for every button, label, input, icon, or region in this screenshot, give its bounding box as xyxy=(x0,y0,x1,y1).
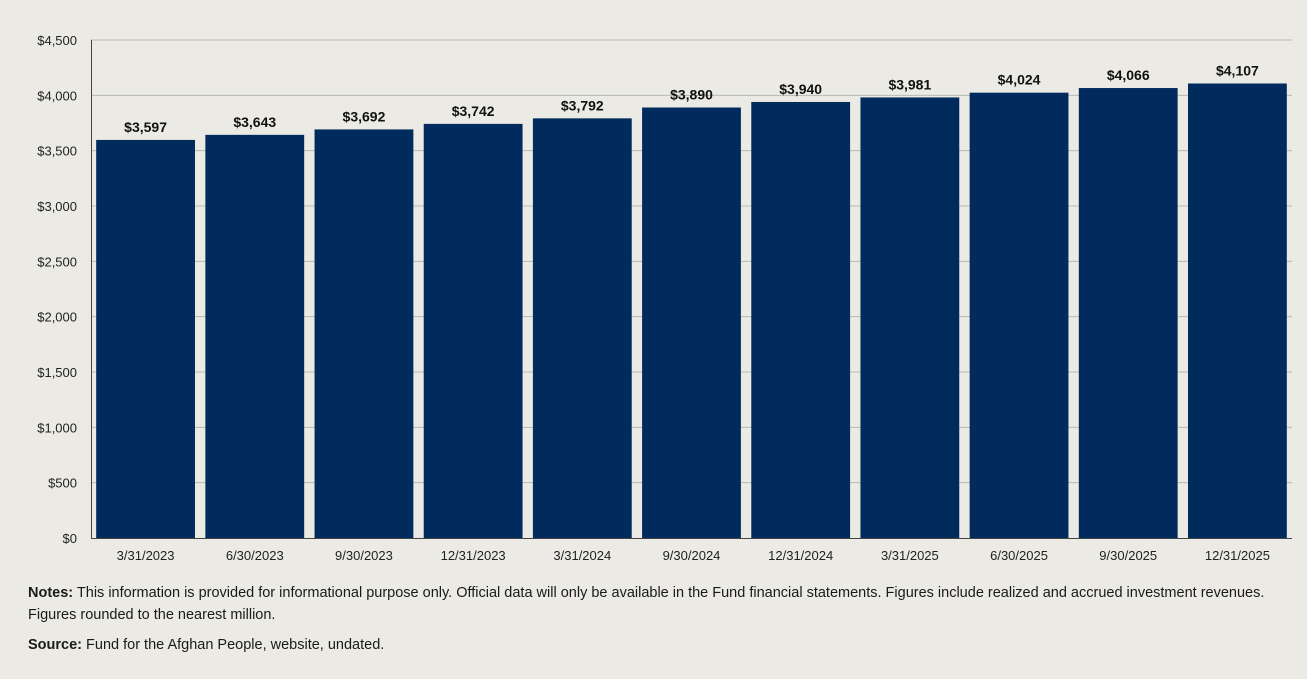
x-tick-label: 9/30/2023 xyxy=(335,548,393,563)
y-tick-label: $3,000 xyxy=(37,199,77,214)
x-axis-ticks: 3/31/2023 6/30/2023 9/30/2023 12/31/2023 3/3… xyxy=(117,548,1270,563)
x-tick-label: 3/31/2023 xyxy=(117,548,175,563)
source-text: Fund for the Afghan People, website, und… xyxy=(82,637,385,653)
y-tick-label: $1,000 xyxy=(37,420,77,435)
bar xyxy=(751,101,851,539)
source-paragraph: Source: Fund for the Afghan People, webs… xyxy=(28,634,1278,656)
data-label: $3,643 xyxy=(233,114,276,130)
y-tick-label: $1,500 xyxy=(37,365,77,380)
bar xyxy=(1078,88,1178,539)
data-label: $3,597 xyxy=(124,119,167,135)
y-tick-label: $2,000 xyxy=(37,310,77,325)
x-tick-label: 9/30/2024 xyxy=(663,548,721,563)
data-label: $3,981 xyxy=(888,76,931,92)
bar xyxy=(532,118,632,539)
data-label: $4,107 xyxy=(1216,62,1259,78)
bar xyxy=(96,139,195,538)
bar xyxy=(205,134,305,538)
y-tick-label: $4,500 xyxy=(37,33,77,48)
y-tick-label: $2,500 xyxy=(37,254,77,269)
data-label: $3,890 xyxy=(670,87,713,103)
y-axis-ticks: $0 $500 $1,000 $1,500 $2,000 $2,500 $3,000 $3,5… xyxy=(37,33,77,546)
data-label: $3,792 xyxy=(561,97,604,113)
x-tick-label: 6/30/2023 xyxy=(226,548,284,563)
x-tick-label: 3/31/2025 xyxy=(881,548,939,563)
y-tick-label: $0 xyxy=(63,531,77,546)
bar xyxy=(642,107,741,539)
bar xyxy=(860,97,960,538)
source-label: Source: xyxy=(28,637,82,653)
y-tick-label: $500 xyxy=(48,476,77,491)
y-tick-label: $4,000 xyxy=(37,88,77,103)
data-label: $3,940 xyxy=(779,81,822,97)
bars xyxy=(96,83,1287,539)
x-tick-label: 9/30/2025 xyxy=(1099,548,1157,563)
data-label: $3,692 xyxy=(343,108,386,124)
bar xyxy=(1188,83,1287,538)
notes-paragraph: Notes: This information is provided for … xyxy=(28,582,1278,626)
x-tick-label: 3/31/2024 xyxy=(553,548,611,563)
y-tick-label: $3,500 xyxy=(37,144,77,159)
chart-notes: Notes: This information is provided for … xyxy=(28,582,1278,664)
data-label: $3,742 xyxy=(452,103,495,119)
bar xyxy=(969,92,1069,538)
bar-chart: $0 $500 $1,000 $1,500 $2,000 $2,500 $3,000 $3,5… xyxy=(37,33,1292,563)
x-tick-label: 6/30/2025 xyxy=(990,548,1048,563)
bar xyxy=(314,129,414,538)
bar xyxy=(423,123,523,539)
notes-label: Notes: xyxy=(28,585,74,601)
x-tick-label: 12/31/2024 xyxy=(768,548,833,563)
x-tick-label: 12/31/2025 xyxy=(1205,548,1270,563)
data-label: $4,066 xyxy=(1107,67,1150,83)
notes-text: This information is provided for informa… xyxy=(28,585,1265,623)
data-label: $4,024 xyxy=(998,72,1041,88)
x-tick-label: 12/31/2023 xyxy=(441,548,506,563)
data-labels: $3,597 $3,643 $3,692 $3,742 $3,792 $3,890 $3,9… xyxy=(124,62,1259,134)
